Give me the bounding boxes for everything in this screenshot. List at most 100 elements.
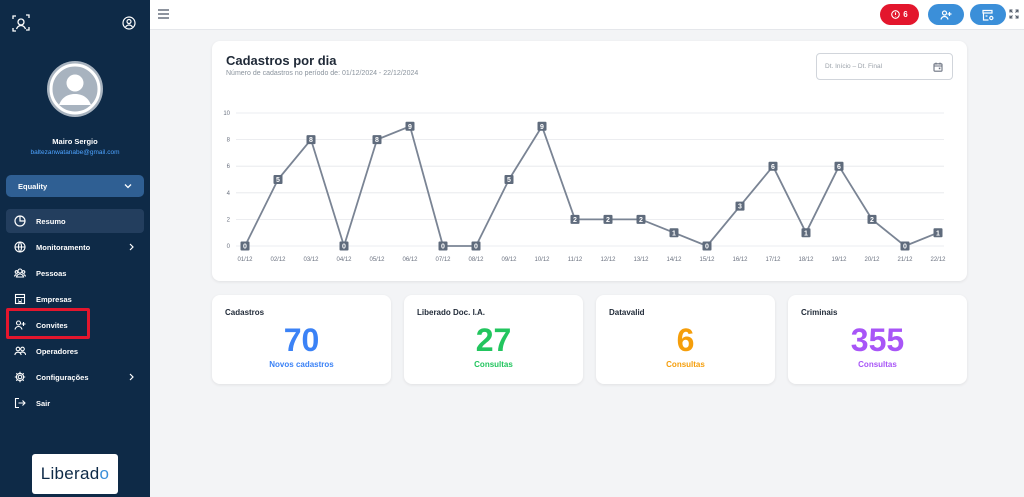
chart-x-tick-label: 22/12 xyxy=(930,257,946,263)
people-icon xyxy=(14,268,26,278)
top-bar: 6 xyxy=(150,0,1024,30)
face-scan-icon[interactable] xyxy=(12,14,30,32)
chart-x-tick-label: 19/12 xyxy=(831,257,847,263)
fullscreen-icon[interactable] xyxy=(1009,9,1019,19)
stat-title: Liberado Doc. I.A. xyxy=(417,308,486,317)
sidebar-item-pessoas[interactable]: Pessoas xyxy=(6,261,144,285)
stat-card-cadastros: Cadastros 70 Novos cadastros xyxy=(212,295,391,384)
chart-data-label: 2 xyxy=(639,217,643,224)
stat-value: 27 xyxy=(475,322,512,358)
chart-data-label: 5 xyxy=(507,177,511,184)
chart-y-tick-label: 8 xyxy=(227,138,231,144)
chart-title: Cadastros por dia xyxy=(226,53,337,68)
sidebar-item-sair[interactable]: Sair xyxy=(6,391,144,415)
chart-data-label: 6 xyxy=(837,164,841,171)
stat-card-criminais: Criminais 355 Consultas xyxy=(788,295,967,384)
avatar-person-icon xyxy=(49,63,101,115)
stat-card-datavalid: Datavalid 6 Consultas xyxy=(596,295,775,384)
stat-title: Cadastros xyxy=(225,308,265,317)
sidebar-item-empresas[interactable]: Empresas xyxy=(6,287,144,311)
chart-data-label: 2 xyxy=(870,217,874,224)
sidebar: Mairo Sergio baltezanwatanabe@gmail.com … xyxy=(0,0,150,497)
sidebar-item-label: Configurações xyxy=(36,372,89,382)
chart-x-tick-label: 14/12 xyxy=(666,257,682,263)
chart-data-point xyxy=(240,241,250,251)
chart-data-label: 0 xyxy=(474,244,478,251)
alert-circle-icon xyxy=(891,10,901,19)
stat-value: 6 xyxy=(676,322,695,358)
chart-data-label: 0 xyxy=(342,244,346,251)
hamburger-menu-icon[interactable] xyxy=(158,9,169,19)
chart-x-tick-label: 01/12 xyxy=(237,257,253,263)
chart-x-tick-label: 13/12 xyxy=(633,257,649,263)
stat-value: 355 xyxy=(850,322,905,358)
chevron-right-icon xyxy=(129,243,134,251)
registrations-chart-card: Cadastros por dia Número de cadastros no… xyxy=(212,41,967,281)
alerts-button[interactable]: 6 xyxy=(880,4,919,25)
chart-series-line xyxy=(244,125,939,247)
chart-x-tick-label: 18/12 xyxy=(798,257,814,263)
sidebar-item-convites[interactable]: Convites xyxy=(6,313,144,337)
chart-x-tick-label: 20/12 xyxy=(864,257,880,263)
brand-logo-mark: o xyxy=(99,464,110,483)
chart-x-tick-label: 15/12 xyxy=(699,257,715,263)
chart-y-tick-label: 0 xyxy=(227,244,231,250)
chart-data-point xyxy=(867,214,877,224)
chart-data-label: 0 xyxy=(903,244,907,251)
stat-label: Novos cadastros xyxy=(269,360,334,369)
chart-data-point xyxy=(735,201,745,211)
sidebar-item-monitoramento[interactable]: Monitoramento xyxy=(6,235,144,259)
store-settings-button[interactable] xyxy=(970,4,1006,25)
stat-title: Datavalid xyxy=(609,308,645,317)
chart-data-label: 2 xyxy=(573,217,577,224)
chart-y-tick-label: 4 xyxy=(227,191,231,197)
chart-data-label: 6 xyxy=(771,164,775,171)
brand-logo-text: Liberad xyxy=(40,464,100,483)
highlight-annotation-box xyxy=(6,308,90,339)
chart-data-point xyxy=(405,121,415,131)
stat-card-liberado-doc: Liberado Doc. I.A. 27 Consultas xyxy=(404,295,583,384)
chart-x-tick-label: 02/12 xyxy=(270,257,286,263)
chart-x-tick-label: 17/12 xyxy=(765,257,781,263)
user-name: Mairo Sergio xyxy=(52,137,98,146)
sidebar-item-label: Operadores xyxy=(36,346,79,356)
chart-data-label: 9 xyxy=(408,124,412,131)
chart-data-point xyxy=(570,214,580,224)
date-range-input[interactable]: Dt. Início – Dt. Final xyxy=(816,53,953,80)
sidebar-item-resumo[interactable]: Resumo xyxy=(6,209,144,233)
calendar-icon[interactable] xyxy=(933,62,943,72)
stat-label: Consultas xyxy=(474,360,513,369)
stat-title: Criminais xyxy=(801,308,838,317)
chart-data-label: 8 xyxy=(309,137,313,144)
avatar xyxy=(47,61,103,117)
stat-label: Consultas xyxy=(666,360,705,369)
chart-data-label: 2 xyxy=(606,217,610,224)
user-circle-icon[interactable] xyxy=(122,16,136,30)
add-user-icon xyxy=(940,9,952,20)
sidebar-item-configuracoes[interactable]: Configurações xyxy=(6,365,144,389)
chart-data-label: 0 xyxy=(705,244,709,251)
sidebar-header xyxy=(12,14,138,34)
chart-x-tick-label: 09/12 xyxy=(501,257,517,263)
chart-x-tick-label: 10/12 xyxy=(534,257,550,263)
chart-data-label: 8 xyxy=(375,137,379,144)
chart-x-tick-label: 21/12 xyxy=(897,257,913,263)
chart-x-tick-label: 04/12 xyxy=(336,257,352,263)
chart-data-point xyxy=(801,228,811,238)
chart-data-point xyxy=(471,241,481,251)
pie-chart-icon xyxy=(14,215,26,227)
chart-data-label: 0 xyxy=(441,244,445,251)
brand-logo: Liberad o xyxy=(32,454,118,494)
chart-y-tick-label: 6 xyxy=(227,164,231,170)
chart-data-label: 1 xyxy=(804,230,808,237)
chart-x-tick-label: 03/12 xyxy=(303,257,319,263)
sidebar-item-operadores[interactable]: Operadores xyxy=(6,339,144,363)
add-user-button[interactable] xyxy=(928,4,964,25)
company-select[interactable]: Equality xyxy=(6,175,144,197)
date-range-placeholder: Dt. Início – Dt. Final xyxy=(825,63,883,70)
chart-data-point xyxy=(306,135,316,145)
chart-x-tick-label: 08/12 xyxy=(468,257,484,263)
chart-data-label: 1 xyxy=(672,230,676,237)
chart-data-point xyxy=(768,161,778,171)
